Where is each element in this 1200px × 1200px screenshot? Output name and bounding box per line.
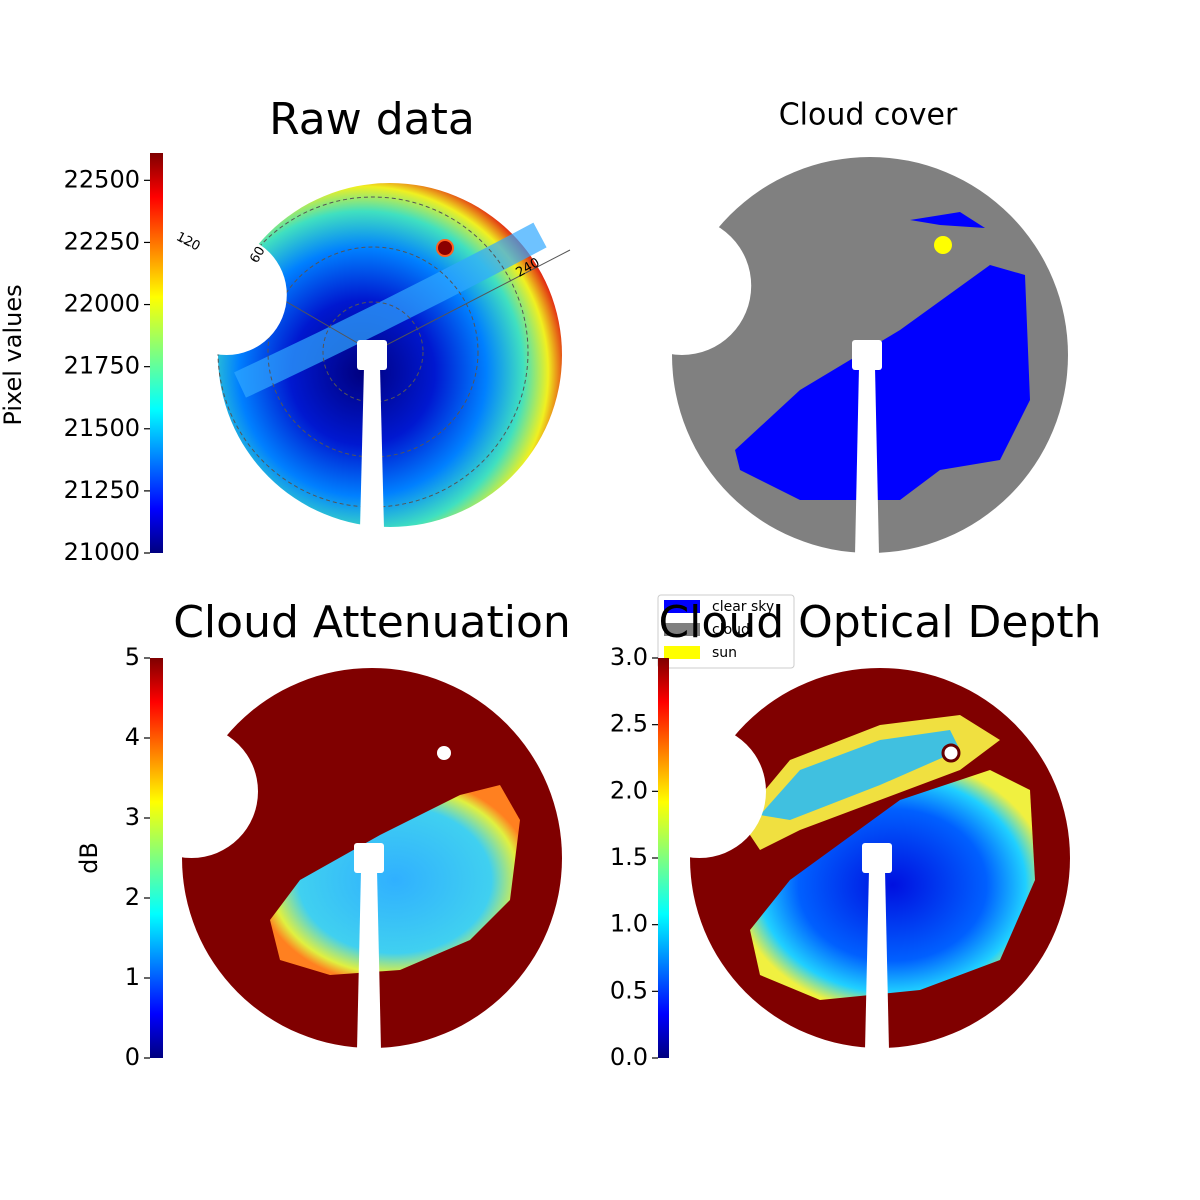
polar-label: 60 xyxy=(247,244,268,266)
mast xyxy=(360,367,384,529)
panel xyxy=(125,668,562,1050)
colorbar-tick-label: 21000 xyxy=(64,538,140,566)
colorbar-tick-label: 21250 xyxy=(64,476,140,504)
legend-swatch xyxy=(664,646,700,659)
polar-spoke xyxy=(372,249,571,353)
colorbar-tick-label: 2.5 xyxy=(610,710,648,738)
colorbar xyxy=(150,658,163,1058)
clear-region xyxy=(910,212,985,228)
legend-swatch xyxy=(664,600,700,613)
panel-title: Cloud Attenuation xyxy=(173,597,571,648)
colorbar-label: dB xyxy=(75,842,103,874)
mast-head xyxy=(862,843,892,873)
colorbar-label: Pixel values xyxy=(0,284,27,425)
sun xyxy=(436,239,454,257)
colorbar-tick-label: 0.5 xyxy=(610,976,648,1004)
colorbar-tick-label: 4 xyxy=(125,723,140,751)
sky-image xyxy=(218,183,562,527)
colorbar-tick-label: 1.5 xyxy=(610,843,648,871)
colorbar-tick-label: 22500 xyxy=(64,165,140,193)
sun xyxy=(437,746,451,760)
colorbar-tick-label: 21500 xyxy=(64,414,140,442)
panel-title: Raw data xyxy=(269,94,475,145)
legend-label: sun xyxy=(712,645,737,661)
mast xyxy=(855,367,879,555)
colorbar-tick-label: 22000 xyxy=(64,290,140,318)
clear-region xyxy=(735,265,1030,500)
colorbar-tick-label: 5 xyxy=(125,643,140,671)
colorbar xyxy=(150,153,163,553)
colorbar-tick-label: 2.0 xyxy=(610,776,648,804)
colorbar xyxy=(658,658,669,1058)
mast-head xyxy=(357,340,387,370)
colorbar-tick-label: 21750 xyxy=(64,352,140,380)
colorbar-tick-label: 1.0 xyxy=(610,910,648,938)
horizon-mask xyxy=(612,216,752,355)
legend-label: clear sky xyxy=(712,599,774,615)
colorbar-tick-label: 1 xyxy=(125,963,140,991)
mast xyxy=(357,870,381,1050)
thin-cloud-core xyxy=(760,730,960,820)
mast-head xyxy=(354,843,384,873)
panel xyxy=(633,668,1070,1050)
colorbar-tick-label: 22250 xyxy=(64,227,140,255)
panel-title: Cloud Optical Depth xyxy=(658,597,1101,648)
clear-region xyxy=(750,770,1035,1000)
mast xyxy=(865,870,889,1050)
bright-band xyxy=(234,222,547,398)
mast-head xyxy=(852,340,882,370)
horizon-mask xyxy=(125,725,258,858)
panel xyxy=(612,157,1068,555)
panel-title: Cloud cover xyxy=(779,98,958,133)
horizon-mask xyxy=(166,234,287,355)
colorbar-tick-label: 0.0 xyxy=(610,1043,648,1071)
sun xyxy=(941,743,961,763)
sun xyxy=(934,236,952,254)
colorbar-tick-label: 2 xyxy=(125,883,140,911)
colorbar-tick-label: 3.0 xyxy=(610,643,648,671)
legend-label: cloud xyxy=(712,622,750,638)
clear-region xyxy=(270,785,520,975)
legend-swatch xyxy=(664,623,700,636)
colorbar-tick-label: 0 xyxy=(125,1043,140,1071)
colorbar-tick-label: 3 xyxy=(125,803,140,831)
legend: clear sky cloud sun xyxy=(657,594,795,669)
